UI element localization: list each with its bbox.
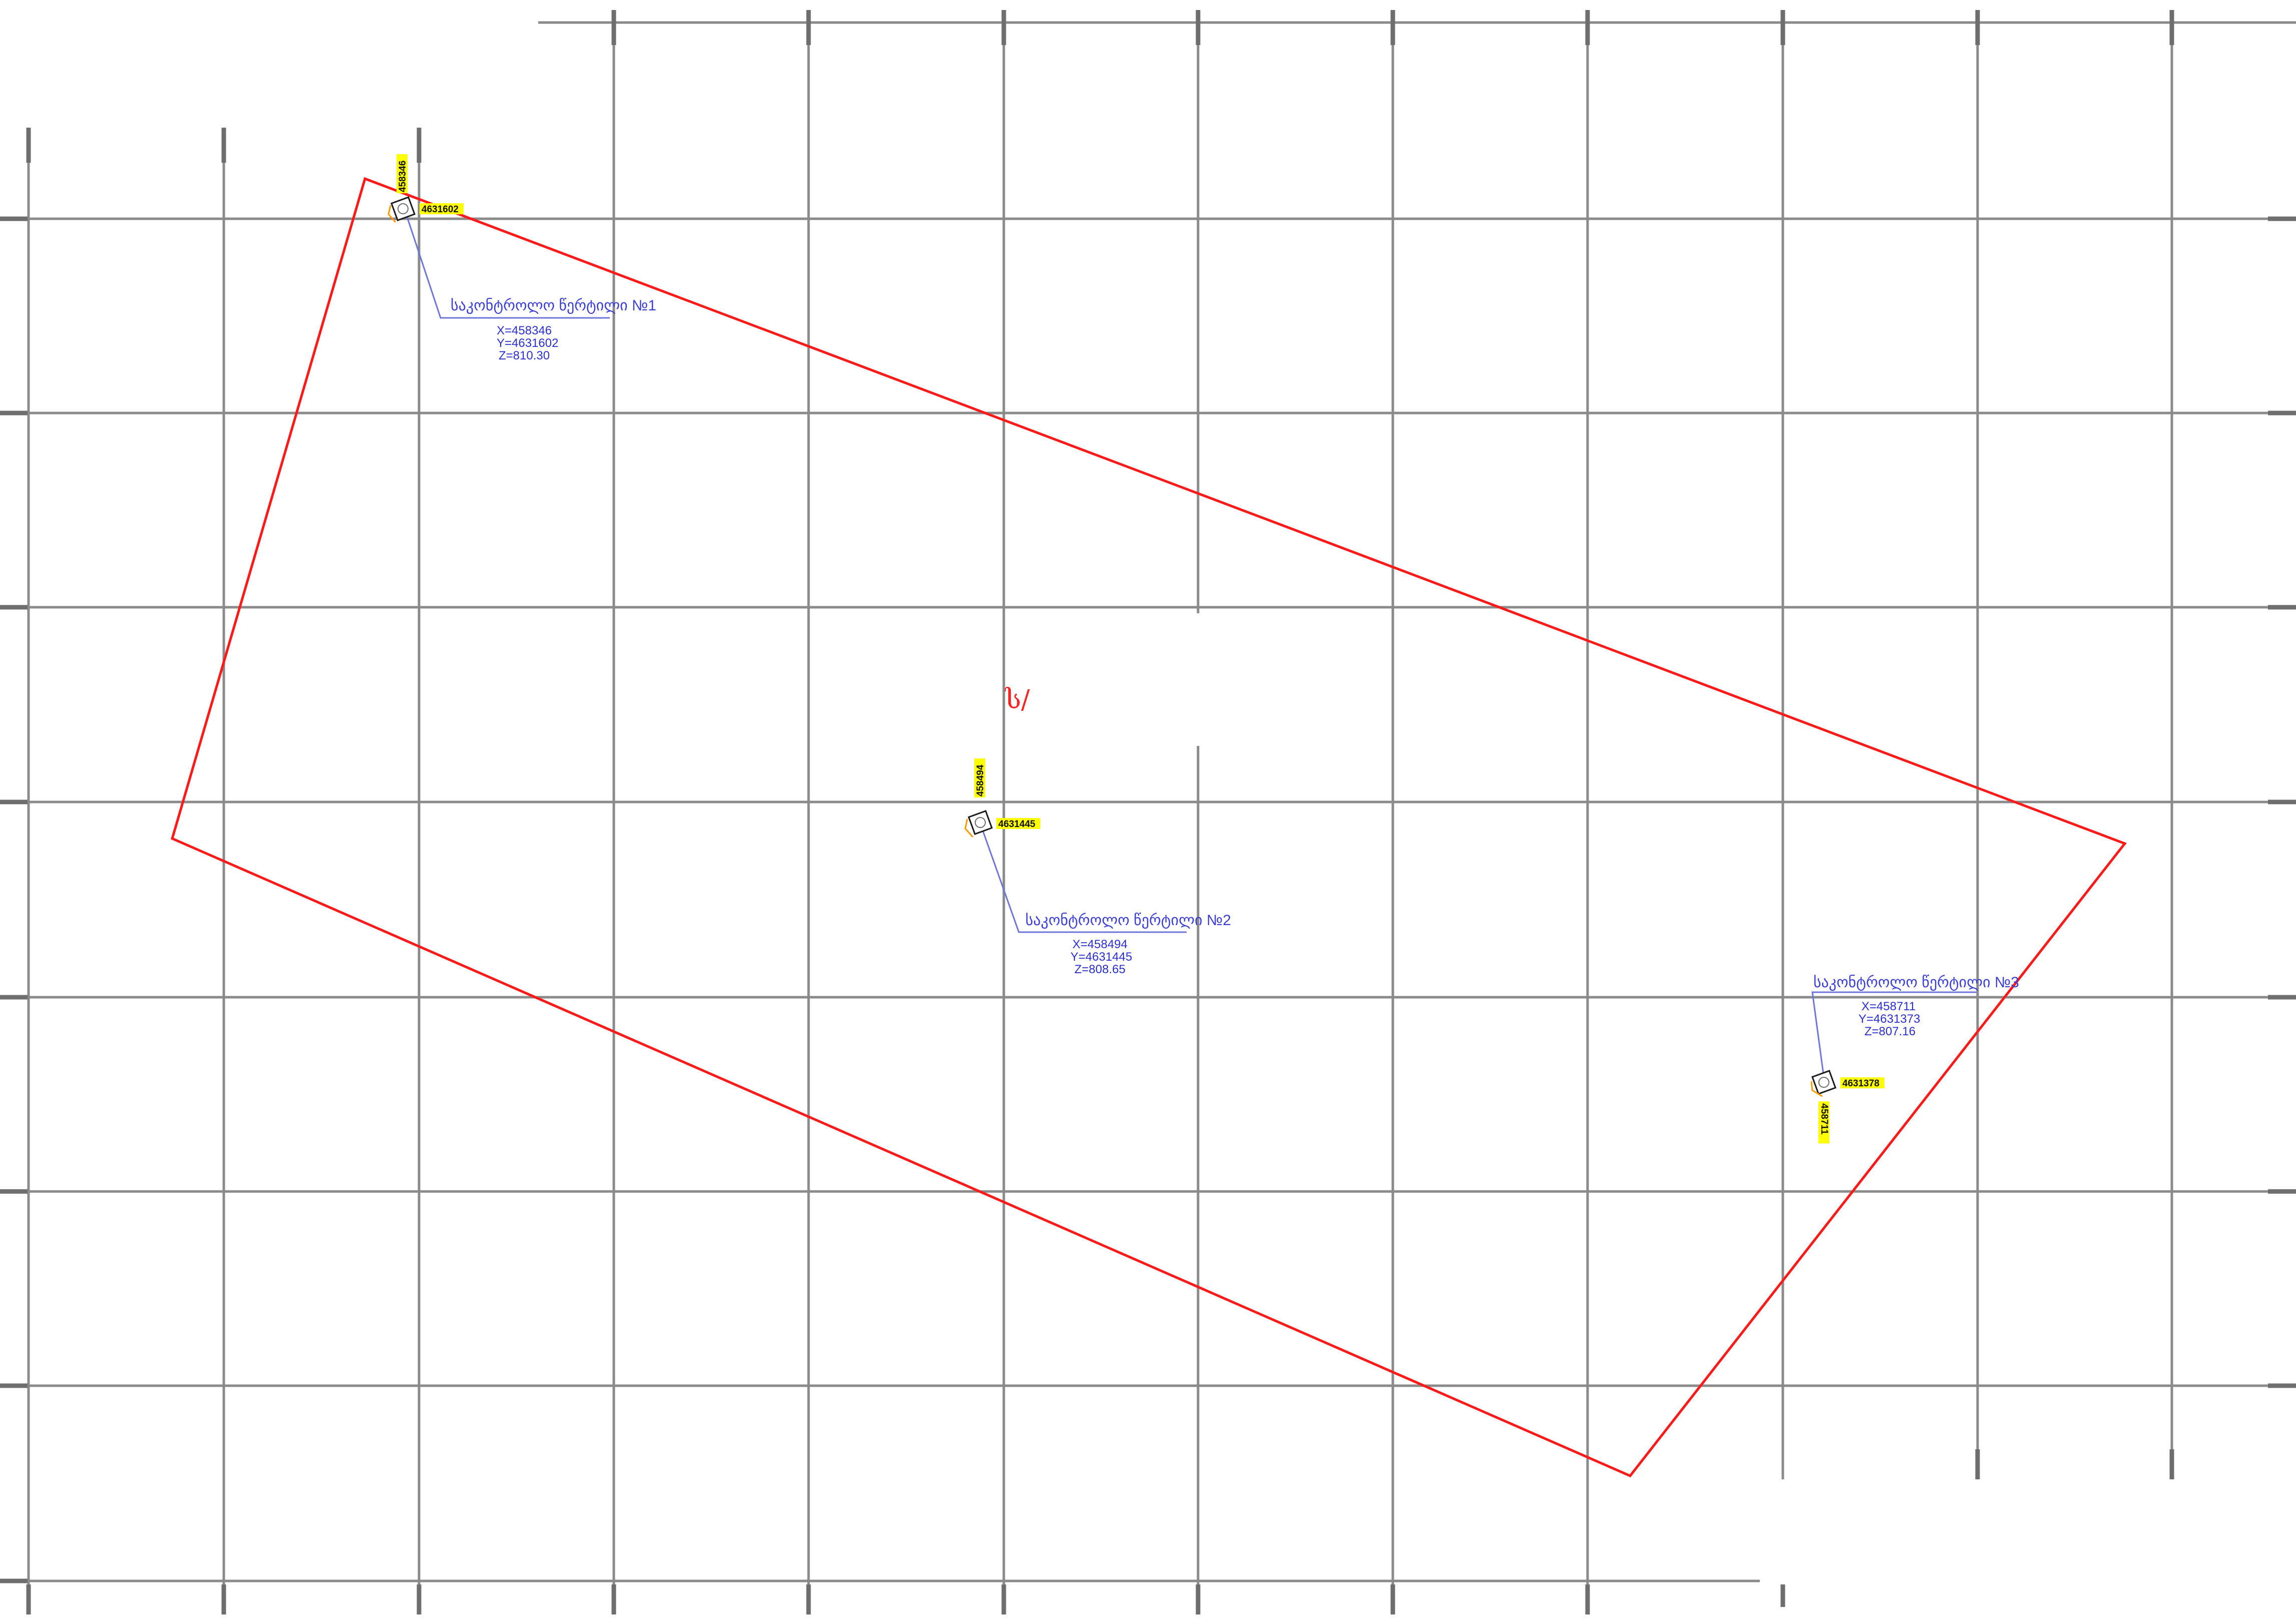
callout-x: X=458711	[1861, 1000, 1916, 1013]
callout-title: საკონტროლო წერტილი №2	[1025, 912, 1231, 929]
leader-line	[979, 823, 1187, 933]
callout-y: Y=4631445	[1070, 950, 1132, 964]
tag-x-highlight	[397, 154, 408, 193]
tag-x-value: 458346	[398, 161, 408, 192]
callout-title: საკონტროლო წერტილი №3	[1813, 974, 2019, 991]
tag-y-value: 4631445	[998, 819, 1035, 830]
tag-x-value: 458711	[1819, 1103, 1829, 1135]
control-point-3: 4631378 458711 საკონტროლო წერტილი №3 X=4…	[1810, 974, 2019, 1143]
survey-marker-icon	[391, 196, 416, 221]
survey-marker-icon	[1811, 1070, 1836, 1095]
tag-y-highlight	[996, 818, 1040, 829]
survey-marker-icon	[968, 810, 993, 835]
callout-x: X=458494	[1072, 938, 1127, 951]
control-point-2: 458494 4631445 საკონტროლო წერტილი №2 X=4…	[964, 758, 1231, 976]
callout-y: Y=4631602	[497, 336, 558, 350]
center-label: ს/	[1005, 685, 1030, 715]
tag-y-value: 4631378	[1842, 1078, 1879, 1089]
callout-x: X=458346	[497, 324, 552, 337]
callout-z: Z=810.30	[499, 349, 550, 362]
leader-line	[404, 209, 610, 319]
tag-y-highlight	[420, 203, 464, 214]
callout-z: Z=807.16	[1864, 1025, 1916, 1038]
tag-x-highlight	[974, 758, 985, 797]
tag-y-value: 4631602	[422, 204, 459, 215]
callout-y: Y=4631373	[1858, 1012, 1920, 1026]
leader-line	[1811, 991, 1977, 1082]
tag-x-highlight	[1818, 1101, 1829, 1143]
grid-edge-ticks	[0, 10, 2296, 1614]
tag-y-highlight	[1840, 1077, 1884, 1088]
callout-z: Z=808.65	[1074, 963, 1125, 976]
site-boundary-polygon	[170, 177, 2127, 1478]
control-point-1: 458346 4631602 საკონტროლო წერტილი №1 X=4…	[388, 154, 656, 362]
callout-title: საკონტროლო წერტილი №1	[451, 297, 656, 314]
coordinate-grid	[0, 10, 2296, 1614]
tag-x-value: 458494	[975, 764, 986, 796]
